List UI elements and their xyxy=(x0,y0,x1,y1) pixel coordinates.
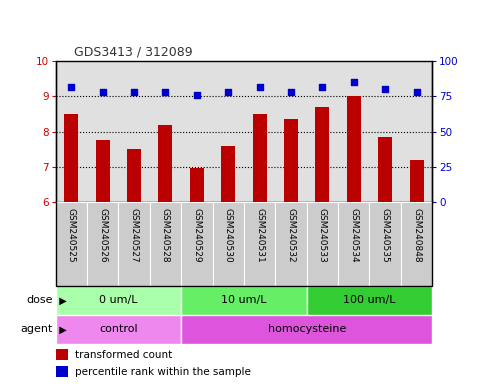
Point xyxy=(224,89,232,95)
Text: GDS3413 / 312089: GDS3413 / 312089 xyxy=(74,46,193,59)
Text: GSM240532: GSM240532 xyxy=(286,209,296,263)
Bar xyxy=(284,119,298,384)
Point xyxy=(287,89,295,95)
Point xyxy=(256,84,264,90)
Text: ▶: ▶ xyxy=(53,295,67,306)
Text: GSM240530: GSM240530 xyxy=(224,209,233,263)
Bar xyxy=(347,96,361,384)
Bar xyxy=(181,202,213,286)
Text: GSM240534: GSM240534 xyxy=(349,209,358,263)
Bar xyxy=(150,202,181,286)
Text: GSM240529: GSM240529 xyxy=(192,209,201,263)
Bar xyxy=(190,168,204,384)
Text: control: control xyxy=(99,324,138,334)
Point xyxy=(412,89,420,95)
Text: agent: agent xyxy=(21,324,53,334)
Bar xyxy=(158,124,172,384)
Bar xyxy=(244,202,275,286)
Bar xyxy=(315,107,329,384)
Bar xyxy=(56,202,87,286)
Text: 0 um/L: 0 um/L xyxy=(99,295,138,306)
Point xyxy=(99,89,107,95)
Point xyxy=(193,92,201,98)
Text: GSM240848: GSM240848 xyxy=(412,209,421,263)
Point xyxy=(68,84,75,90)
Text: GSM240528: GSM240528 xyxy=(161,209,170,263)
Bar xyxy=(118,202,150,286)
Bar xyxy=(127,149,141,384)
Bar xyxy=(87,202,118,286)
Text: GSM240533: GSM240533 xyxy=(318,209,327,263)
Text: GSM240526: GSM240526 xyxy=(98,209,107,263)
Point xyxy=(319,84,327,90)
Bar xyxy=(221,146,235,384)
Bar xyxy=(56,349,68,360)
Text: percentile rank within the sample: percentile rank within the sample xyxy=(75,367,251,377)
Point xyxy=(161,89,170,95)
Bar xyxy=(410,160,424,384)
Bar xyxy=(56,286,181,315)
Bar xyxy=(307,202,338,286)
Bar xyxy=(369,202,401,286)
Text: homocysteine: homocysteine xyxy=(268,324,346,334)
Bar xyxy=(401,202,432,286)
Text: dose: dose xyxy=(27,295,53,306)
Text: 100 um/L: 100 um/L xyxy=(343,295,396,306)
Text: GSM240527: GSM240527 xyxy=(129,209,139,263)
Point xyxy=(350,79,357,86)
Bar xyxy=(64,114,78,384)
Bar xyxy=(213,202,244,286)
Text: transformed count: transformed count xyxy=(75,349,172,359)
Bar xyxy=(275,202,307,286)
Text: GSM240525: GSM240525 xyxy=(67,209,76,263)
Bar xyxy=(56,366,68,377)
Bar xyxy=(338,202,369,286)
Text: GSM240535: GSM240535 xyxy=(381,209,390,263)
Bar xyxy=(96,140,110,384)
Bar xyxy=(253,114,267,384)
Point xyxy=(130,89,138,95)
Bar xyxy=(56,315,181,344)
Text: ▶: ▶ xyxy=(53,324,67,334)
Text: GSM240531: GSM240531 xyxy=(255,209,264,263)
Text: 10 um/L: 10 um/L xyxy=(221,295,267,306)
Bar xyxy=(378,137,392,384)
Bar xyxy=(181,286,307,315)
Bar xyxy=(307,286,432,315)
Bar xyxy=(181,315,432,344)
Point xyxy=(382,86,389,93)
